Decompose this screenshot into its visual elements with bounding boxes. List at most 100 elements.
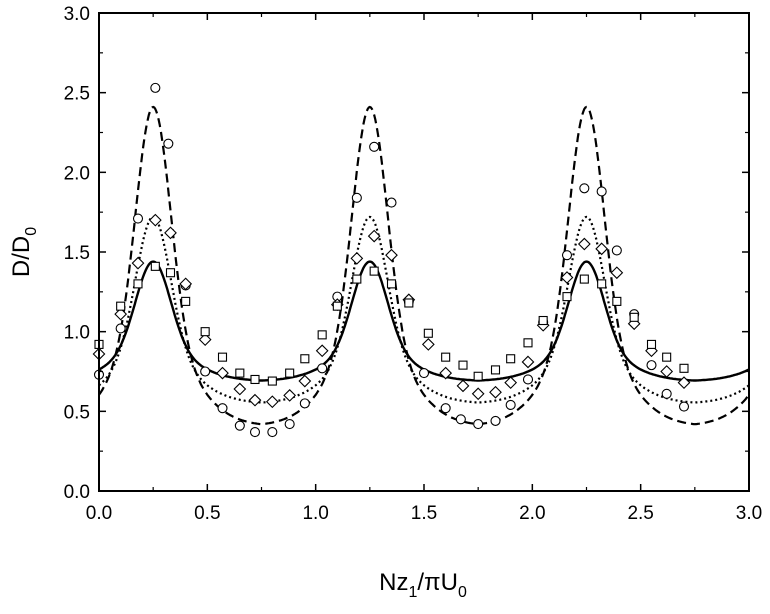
square-marker [490, 365, 501, 375]
square-marker [267, 376, 277, 386]
circle-marker [505, 399, 516, 411]
circle-marker [386, 197, 397, 208]
circle-marker [317, 363, 328, 374]
y-axis-title: D/D0 [8, 227, 40, 277]
square-marker [562, 292, 572, 302]
diamond-marker [350, 251, 364, 265]
circle-marker [611, 245, 622, 256]
circle-marker [115, 323, 126, 334]
square-marker [612, 296, 622, 306]
diamond-marker [164, 226, 177, 240]
data-markers [92, 82, 691, 438]
square-marker [332, 301, 342, 311]
circle-marker [646, 360, 657, 371]
plot-frame [98, 12, 750, 492]
square-marker [369, 266, 379, 276]
square-marker [597, 279, 607, 289]
circle-marker [473, 419, 484, 430]
square-marker [646, 339, 657, 349]
circle-marker [455, 414, 466, 425]
diamond-marker [595, 242, 609, 256]
circle-marker [561, 250, 573, 261]
circle-marker [150, 82, 161, 93]
square-marker [116, 301, 126, 311]
square-marker [441, 352, 451, 362]
diamond-marker [521, 355, 535, 369]
circle-marker [234, 420, 245, 431]
y-tick-label: 3.0 [64, 4, 90, 25]
diamond-marker [114, 307, 128, 321]
square-marker [458, 360, 468, 370]
circle-marker [369, 141, 380, 152]
y-tick-label: 0.5 [64, 402, 90, 423]
x-tick-label: 1.0 [302, 503, 328, 524]
y-tick-label: 2.0 [64, 163, 90, 184]
square-marker [523, 338, 533, 348]
diamond-marker [471, 387, 485, 401]
square-marker [423, 328, 433, 338]
diamond-marker [283, 389, 297, 402]
diamond-marker [610, 266, 624, 280]
square-marker [250, 374, 260, 385]
x-tick-label: 1.5 [411, 503, 437, 524]
square-marker [217, 352, 228, 362]
square-marker [300, 354, 310, 364]
tick-labels: 0.0 0.5 1.0 1.5 2.0 2.5 3.0 0.0 0.5 1.0 1.5 2.0 2.5 3… [64, 4, 763, 524]
circle-marker [579, 183, 590, 194]
circle-marker [678, 401, 690, 412]
circle-marker [490, 415, 501, 426]
square-marker [352, 274, 362, 284]
x-tick-label: 0.0 [86, 503, 112, 524]
square-marker [404, 298, 414, 308]
square-marker [629, 312, 639, 322]
diamond-marker [216, 366, 229, 380]
square-marker [538, 315, 548, 326]
diamond-marker [248, 393, 262, 407]
diamond-marker [385, 248, 398, 262]
square-marker [679, 363, 689, 373]
circle-marker [522, 374, 534, 385]
diamond-marker [367, 229, 381, 243]
diamond-marker [677, 376, 691, 390]
diamond-marker [421, 338, 435, 351]
diamond-marker [198, 333, 212, 347]
square-marker [386, 279, 397, 289]
diamond-marker [298, 374, 312, 388]
y-tick-label: 1.0 [64, 323, 90, 344]
square-marker [506, 354, 516, 364]
diamond-marker [456, 379, 470, 393]
circle-marker [200, 366, 211, 377]
x-tick-label: 0.5 [194, 503, 220, 524]
square-marker [133, 279, 143, 289]
x-tick-label: 3.0 [736, 503, 762, 524]
diamond-marker [560, 271, 574, 284]
x-axis-title: Nz1/πU0 [379, 569, 467, 601]
dashed-curve [98, 105, 750, 426]
circle-marker [217, 403, 228, 414]
square-marker [181, 296, 191, 306]
diamond-marker [131, 256, 145, 270]
y-tick-label: 1.5 [64, 243, 90, 264]
square-marker [579, 274, 589, 284]
circle-marker [132, 213, 144, 224]
square-marker [285, 368, 295, 378]
axis-ticks [98, 12, 750, 492]
circle-marker [661, 388, 672, 399]
diamond-marker [315, 344, 329, 358]
circle-marker [163, 138, 174, 149]
square-marker [317, 330, 327, 340]
x-tick-label: 2.0 [519, 503, 545, 524]
diamond-marker [148, 213, 162, 227]
circle-marker [418, 368, 430, 379]
circle-marker [596, 186, 607, 197]
diamond-marker [233, 382, 247, 396]
square-marker [662, 352, 672, 362]
diamond-marker [504, 376, 518, 390]
diamond-marker [179, 277, 193, 291]
circle-marker [440, 403, 451, 414]
diamond-marker [577, 237, 591, 251]
diamond-marker [265, 395, 279, 409]
y-tick-label: 2.5 [64, 84, 90, 105]
square-marker [235, 368, 245, 378]
